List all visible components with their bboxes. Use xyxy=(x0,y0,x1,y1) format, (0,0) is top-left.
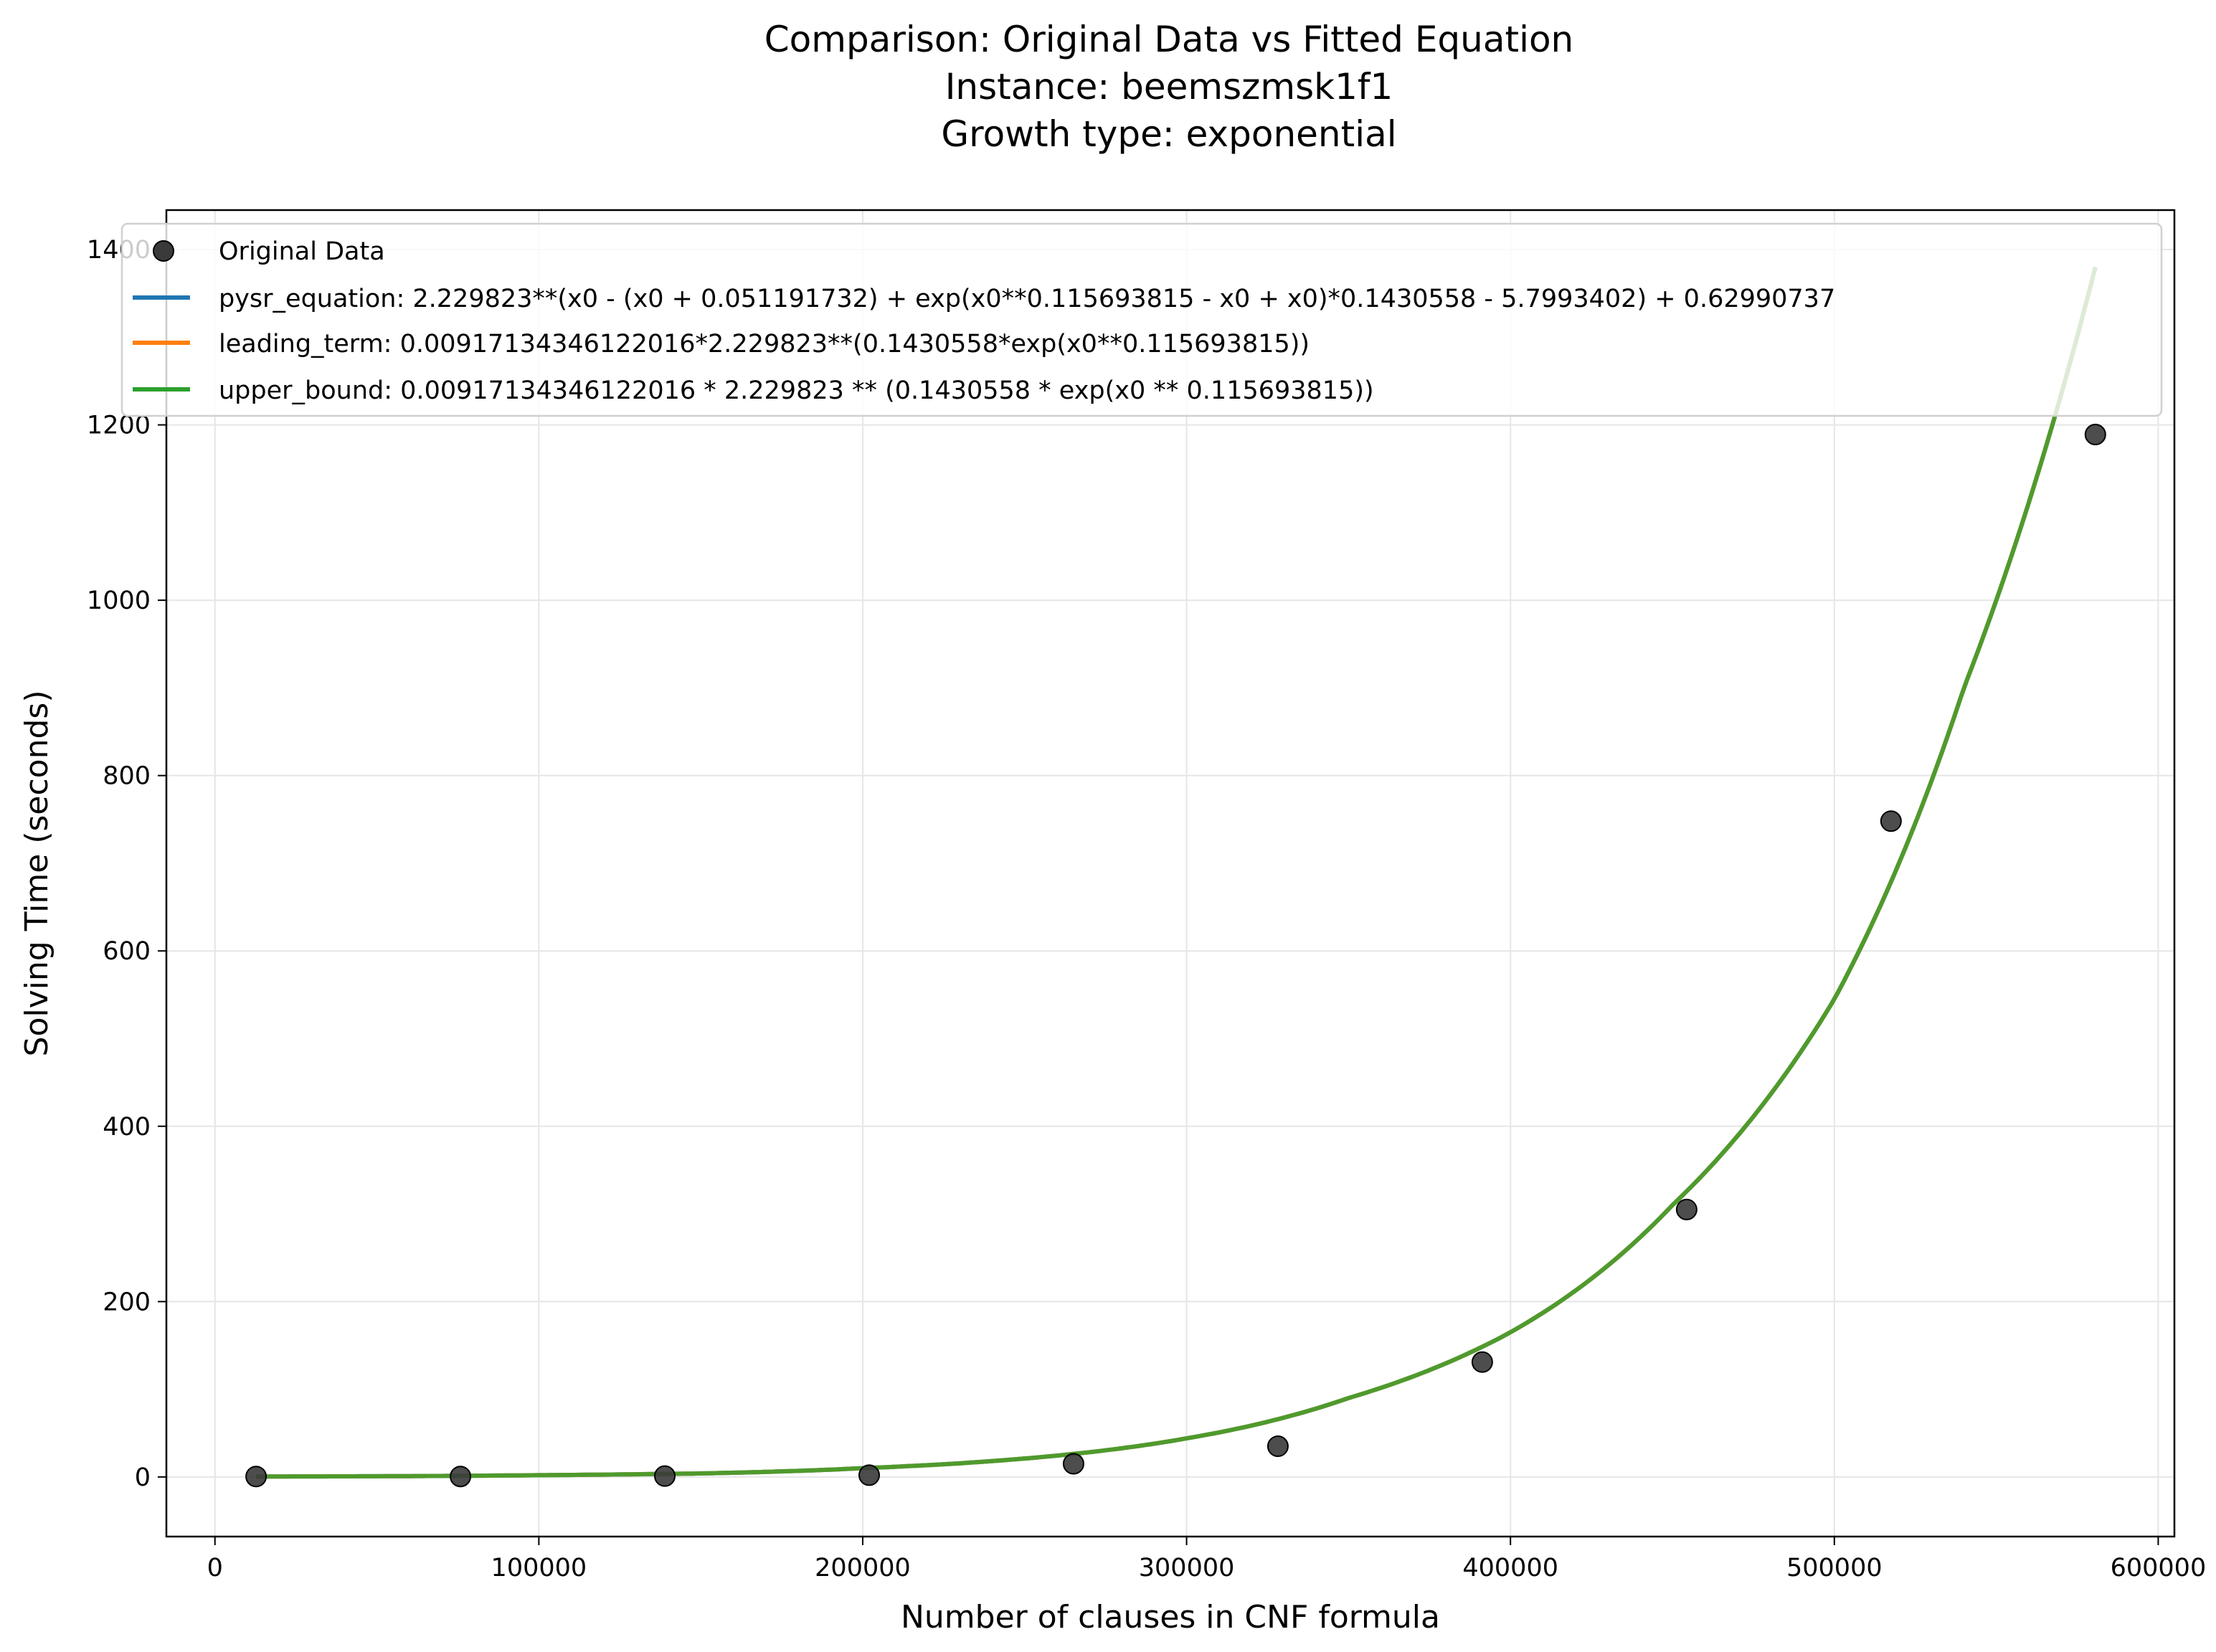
title-line-1: Comparison: Original Data vs Fitted Equa… xyxy=(764,19,1574,60)
y-axis-label: Solving Time (seconds) xyxy=(19,690,55,1057)
data-point xyxy=(2084,424,2106,446)
data-point xyxy=(1266,1435,1289,1458)
legend: Original Data pysr_equation: 2.229823**(… xyxy=(120,222,2163,417)
x-tick-label: 300000 xyxy=(1139,1554,1235,1582)
data-point xyxy=(1880,810,1902,832)
data-point xyxy=(858,1464,880,1486)
y-tick-label: 200 xyxy=(103,1288,151,1316)
y-tick-label: 600 xyxy=(103,937,151,966)
upper-bound-line xyxy=(256,266,2098,1479)
x-tick-label: 200000 xyxy=(815,1554,911,1582)
legend-box xyxy=(120,222,2163,417)
data-point xyxy=(1062,1453,1084,1475)
legend-label-upper-bound: upper_bound: 0.00917134346122016 * 2.229… xyxy=(219,376,1374,405)
title-line-2: Instance: beemszmsk1f1 xyxy=(945,66,1393,108)
legend-label-pysr-equation: pysr_equation: 2.229823**(x0 - (x0 + 0.0… xyxy=(219,285,1835,313)
title-line-3: Growth type: exponential xyxy=(941,113,1396,155)
y-tick-label: 400 xyxy=(103,1113,151,1141)
x-tick-label: 100000 xyxy=(491,1554,587,1582)
data-point xyxy=(245,1466,267,1488)
legend-label-original-data: Original Data xyxy=(219,237,385,266)
series-lines xyxy=(256,266,2098,1479)
x-tick-label: 500000 xyxy=(1786,1554,1883,1582)
data-point xyxy=(654,1465,676,1487)
y-tick-label: 800 xyxy=(103,762,151,791)
chart-title: Comparison: Original Data vs Fitted Equa… xyxy=(764,19,1574,155)
y-tick-label: 0 xyxy=(135,1463,151,1492)
x-tick-label: 400000 xyxy=(1462,1554,1558,1582)
x-axis-label: Number of clauses in CNF formula xyxy=(901,1599,1440,1636)
data-point xyxy=(1675,1198,1697,1220)
data-point xyxy=(1471,1351,1493,1373)
scatter-points xyxy=(245,424,2106,1488)
legend-label-leading-term: leading_term: 0.00917134346122016*2.2298… xyxy=(219,330,1310,359)
x-tick-label: 600000 xyxy=(2111,1554,2207,1582)
plot-frame xyxy=(165,209,2176,1538)
y-tick-label: 1000 xyxy=(87,587,151,615)
legend-marker-original-data xyxy=(153,240,174,262)
data-point xyxy=(450,1466,472,1488)
x-tick-label: 0 xyxy=(207,1554,223,1582)
